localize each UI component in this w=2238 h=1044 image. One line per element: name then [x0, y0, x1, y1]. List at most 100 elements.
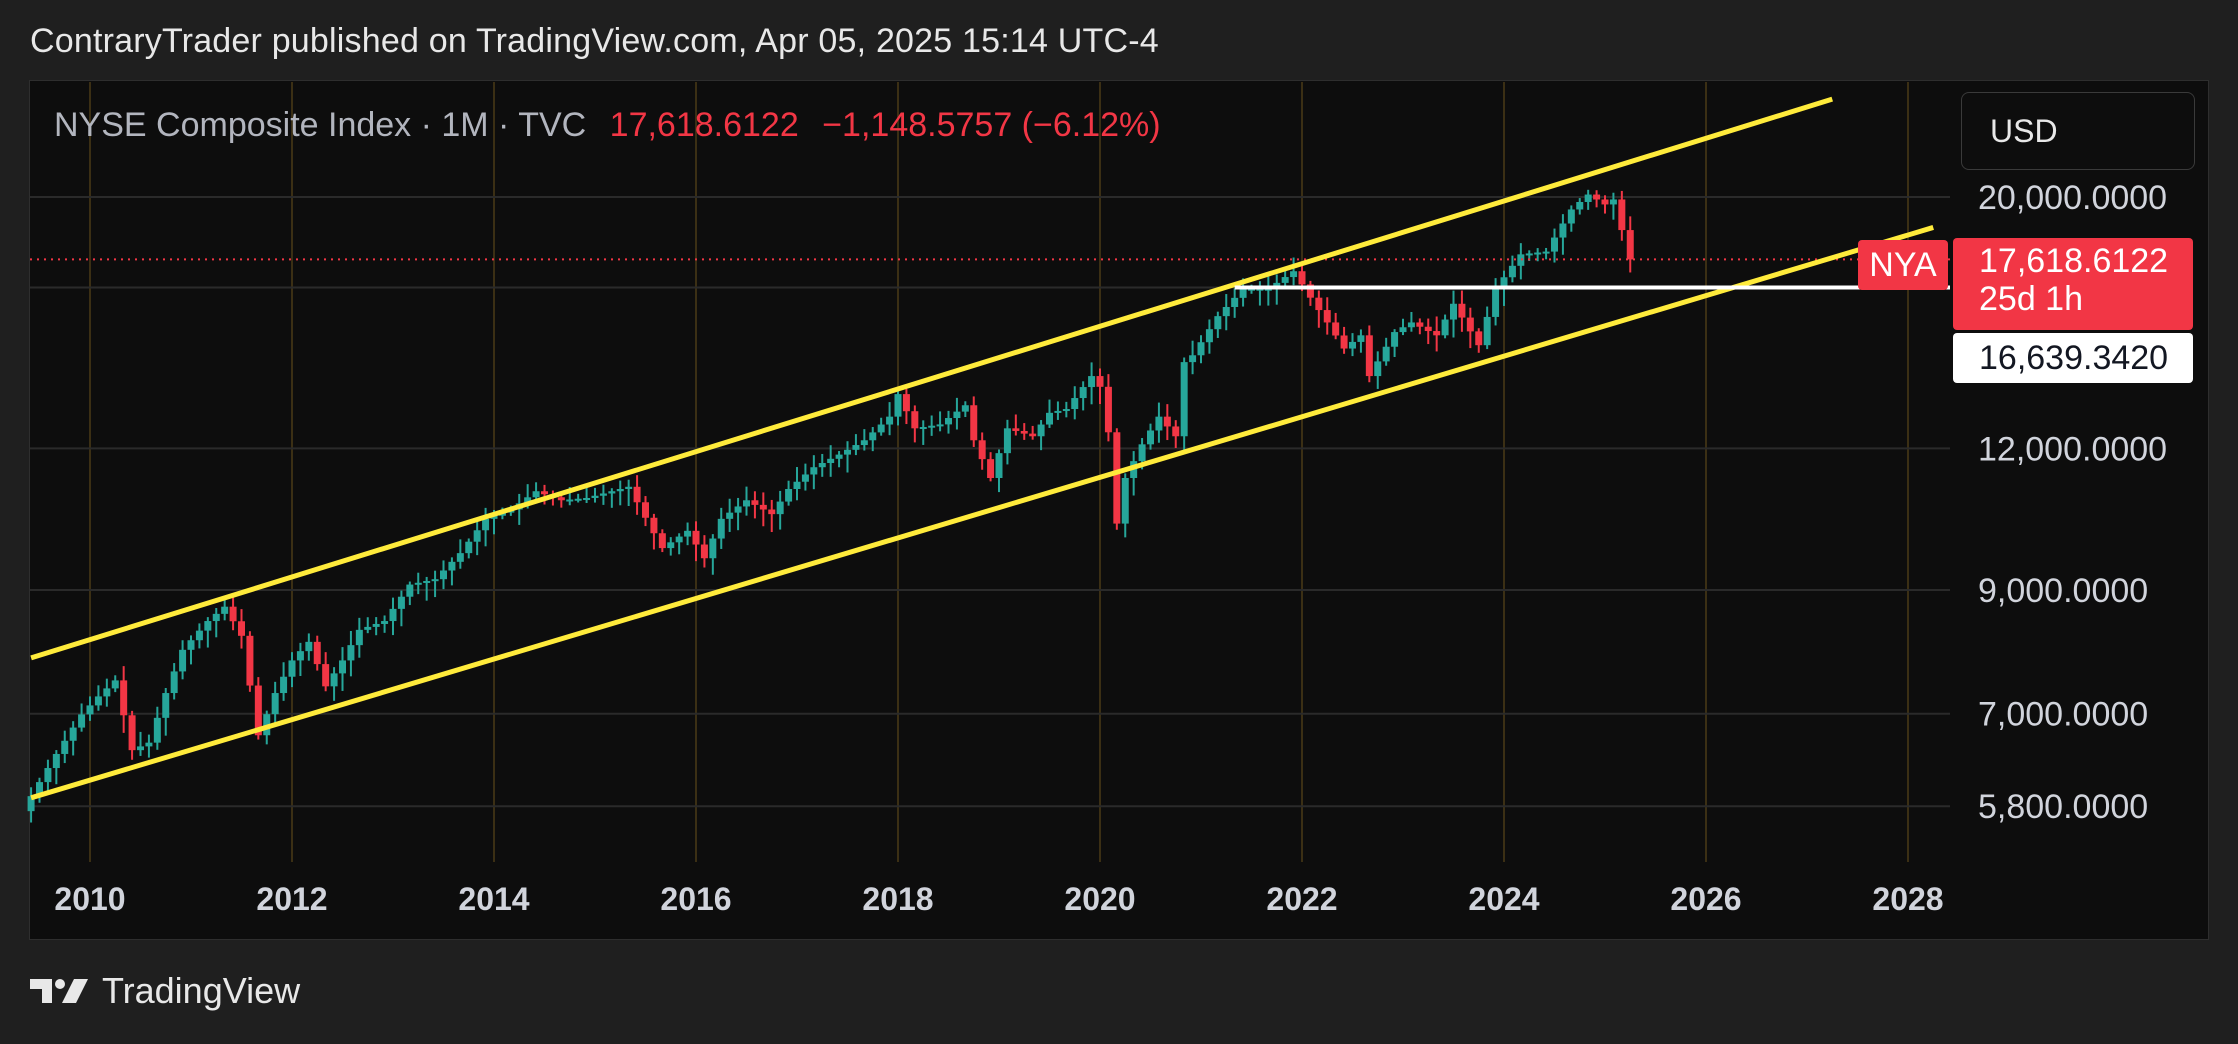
bar-countdown: 25d 1h [1979, 280, 2083, 318]
candle-body [229, 606, 237, 622]
y-tick-label: 12,000.0000 [1978, 430, 2167, 468]
candle-body [751, 500, 759, 505]
candle-body [633, 486, 641, 503]
candle-body [162, 693, 170, 718]
candle-body [406, 584, 414, 597]
candle-body [414, 582, 422, 585]
candle-body [650, 517, 658, 534]
y-tick-label: 9,000.0000 [1978, 572, 2148, 610]
candle-body [1189, 355, 1197, 363]
candle-body [1071, 398, 1079, 410]
candle-body [692, 530, 700, 545]
candle-body [1450, 303, 1457, 320]
candle-body [1609, 199, 1617, 205]
candle-body [330, 673, 338, 687]
candle-body [1483, 316, 1491, 346]
candle-body [667, 542, 675, 549]
candle-body [1576, 202, 1584, 210]
candle-body [886, 416, 894, 425]
candle-body [27, 796, 35, 812]
candle-body [642, 502, 649, 518]
candle-body [1424, 326, 1432, 332]
candle-body [734, 506, 742, 513]
candle-body [238, 621, 245, 636]
candle-body [36, 782, 43, 797]
candle-body [1172, 426, 1180, 437]
candle-body [212, 613, 220, 622]
candle-body [179, 649, 187, 672]
x-tick-label: 2012 [256, 881, 327, 917]
last-price-label: 17,618.6122 25d 1h [1953, 238, 2193, 330]
candle-body [1391, 332, 1399, 347]
candle-body [1508, 265, 1516, 278]
publisher-caption: ContraryTrader published on TradingView.… [30, 22, 1159, 60]
last-value: 17,618.6122 [609, 106, 799, 144]
candle-body [145, 742, 153, 747]
y-tick-label: 7,000.0000 [1978, 696, 2148, 734]
candle-body [364, 626, 372, 630]
candle-body [953, 411, 961, 419]
candle-body [1180, 362, 1188, 437]
candle-body [473, 530, 481, 542]
candle-body [78, 714, 86, 728]
candle-body [961, 405, 969, 412]
candle-body [431, 579, 439, 582]
candle-body [557, 497, 565, 501]
candle-body [1416, 322, 1424, 327]
candle-body [1239, 288, 1247, 298]
candle-body [1306, 284, 1314, 298]
footer-logo[interactable]: TradingView [30, 970, 300, 1012]
candle-body [1155, 416, 1163, 431]
candle-body [616, 489, 624, 492]
candle-body [1365, 335, 1373, 377]
candle-body [835, 454, 843, 459]
candle-body [700, 544, 708, 559]
candle-body [743, 500, 750, 507]
candle-body [894, 394, 902, 417]
symbol-legend[interactable]: NYSE Composite Index · 1M · TVC 17,618.6… [54, 106, 1161, 145]
candle-body [128, 715, 136, 751]
currency-button[interactable]: USD [1961, 92, 2195, 170]
candle-body [1113, 432, 1121, 524]
candle-body [978, 440, 986, 460]
candle-body [1079, 387, 1087, 399]
candle-body [911, 411, 919, 429]
candle-body [103, 688, 111, 697]
symbol-name[interactable]: NYSE Composite Index · 1M · TVC [54, 106, 587, 144]
candle-body [355, 629, 363, 646]
candle-body [1214, 316, 1222, 330]
candle-body [339, 660, 346, 674]
candle-body [1046, 412, 1053, 425]
candle-body [1551, 237, 1558, 252]
candle-body [288, 660, 296, 677]
drawings [30, 96, 1950, 801]
candle-body [271, 693, 279, 715]
candle-body [86, 705, 94, 715]
candle-body [1062, 409, 1070, 412]
candle-body [381, 621, 389, 624]
candle-body [1163, 416, 1171, 427]
candles [27, 189, 1634, 823]
candle-body [1525, 253, 1533, 256]
candle-body [254, 685, 262, 736]
candle-body [1138, 444, 1146, 462]
candle-body [785, 489, 793, 502]
candle-body [440, 570, 447, 580]
candle-body [322, 664, 330, 687]
candle-body [1222, 306, 1230, 317]
x-tick-label: 2016 [660, 881, 731, 917]
candle-body [717, 518, 725, 539]
candle-body [120, 680, 128, 716]
candle-body [69, 727, 77, 741]
candle-body [296, 651, 304, 661]
candle-body [221, 606, 229, 614]
axes: 2010 2012 2014 2016 2018 2020 2022 2024 2026 2028… [54, 179, 2167, 917]
candle-body [1492, 288, 1500, 317]
candle-body [1559, 223, 1567, 238]
candle-body [389, 608, 397, 622]
candle-body [1618, 199, 1626, 231]
candle-body [137, 746, 144, 751]
x-tick-label: 2026 [1670, 881, 1741, 917]
candle-body [566, 499, 574, 502]
